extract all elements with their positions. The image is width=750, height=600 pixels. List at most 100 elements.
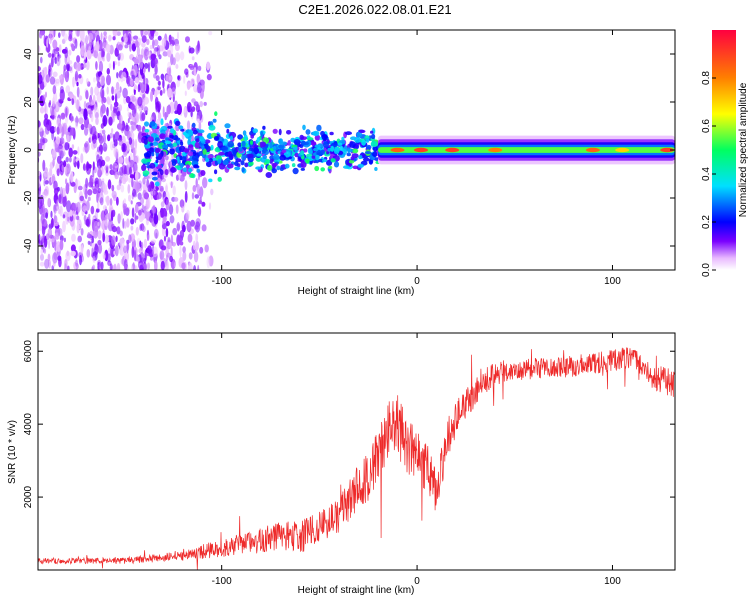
noise-blob [97,165,101,177]
transition-blob [250,140,253,145]
noise-blob [39,106,45,114]
noise-blob [62,195,67,208]
transition-blob [310,141,317,146]
noise-blob [79,254,82,266]
x-tick-label: 100 [604,576,621,587]
colorbar-tick-label: 0.0 [701,263,712,277]
noise-blob [114,245,119,257]
noise-blob [77,160,80,169]
noise-blob [71,116,74,122]
transition-blob [214,111,218,117]
noise-blob [162,106,165,118]
noise-blob [127,33,132,45]
noise-blob [192,185,197,192]
noise-blob [61,164,64,172]
transition-blob [171,160,177,167]
noise-blob [123,221,127,229]
noise-blob [172,227,178,236]
noise-blob [189,65,195,71]
noise-blob [153,39,159,46]
noise-blob [150,256,154,261]
noise-blob [160,73,165,81]
noise-blob [157,80,161,86]
noise-blob [63,33,68,42]
noise-blob [120,211,123,221]
noise-blob [123,258,128,270]
noise-blob [111,226,118,233]
snr-series-line [38,347,675,570]
noise-blob [77,146,80,156]
transition-blob [244,162,249,168]
noise-blob [95,117,99,125]
noise-blob [175,174,180,181]
noise-blob [130,218,135,225]
noise-blob [175,64,179,69]
noise-blob [115,81,120,91]
noise-blob [76,30,80,37]
y-tick-label: 4000 [23,413,34,436]
transition-blob [300,167,305,171]
noise-blob [201,224,207,232]
transition-blob [183,148,190,153]
x-tick-label: -100 [212,576,232,587]
transition-blob [169,134,174,139]
transition-blob [281,149,287,153]
noise-blob [159,158,162,166]
noise-blob [138,130,143,140]
noise-blob [92,188,98,195]
noise-blob [90,113,94,123]
transition-blob [189,173,195,178]
noise-blob [112,60,115,71]
noise-blob [198,120,202,132]
noise-blob [150,213,155,219]
colorbar-tick-label: 0.4 [701,167,712,181]
noise-blob [49,76,56,85]
transition-blob [197,129,205,134]
transition-blob [237,142,242,147]
transition-blob [316,149,322,157]
noise-blob [102,232,106,243]
noise-blob [172,185,176,196]
transition-blob [372,151,378,158]
noise-blob [100,32,103,41]
noise-blob [92,138,98,149]
noise-blob [192,240,196,251]
noise-blob [103,31,107,36]
noise-blob [122,218,125,229]
noise-blob [96,192,99,204]
noise-blob [59,89,65,102]
transition-blob [320,149,326,155]
transition-blob [330,158,336,163]
noise-blob [96,208,100,213]
transition-blob [329,131,334,136]
transition-blob [144,121,149,127]
noise-blob [127,184,131,194]
noise-blob [140,48,145,58]
noise-blob [45,91,47,98]
noise-blob [92,161,95,171]
noise-blob [202,177,208,189]
noise-blob [143,74,146,85]
noise-blob [43,170,49,178]
transition-blob [185,164,190,169]
noise-blob [106,86,109,95]
transition-blob [294,152,300,158]
noise-blob [97,259,102,268]
noise-blob [161,207,168,220]
transition-blob [284,163,290,169]
noise-blob [137,124,142,132]
transition-blob [212,118,217,123]
noise-blob [118,114,123,126]
noise-blob [57,255,62,262]
noise-blob [125,96,131,104]
transition-blob [371,133,376,140]
transition-blob [357,163,365,168]
noise-blob [74,70,79,82]
noise-blob [44,258,50,269]
noise-blob [93,49,99,59]
noise-blob [105,166,109,174]
noise-blob [206,73,212,81]
transition-blob [315,154,320,161]
noise-blob [69,156,72,163]
transition-blob [255,153,262,157]
